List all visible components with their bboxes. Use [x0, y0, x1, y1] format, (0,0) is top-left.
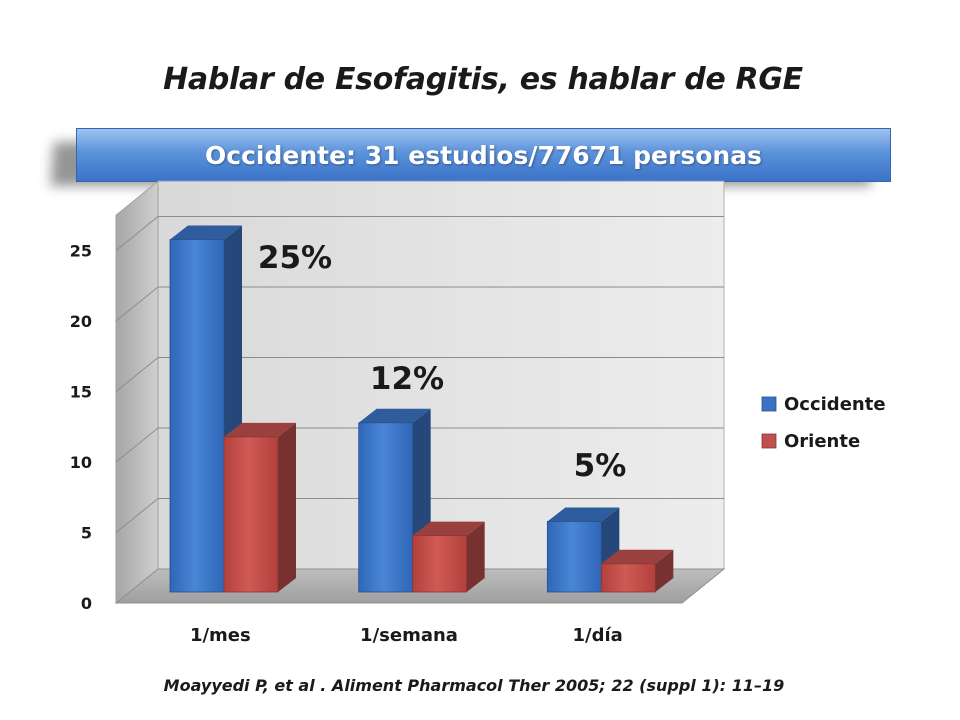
y-tick-label: 10: [70, 453, 92, 472]
bar-front: [223, 436, 279, 593]
bar-side: [466, 521, 485, 592]
bar-top: [170, 225, 242, 240]
y-tick-label: 20: [70, 312, 92, 331]
bar-front: [169, 239, 225, 593]
bar-top: [224, 422, 296, 437]
y-tick-label: 15: [70, 383, 92, 402]
gridline-side: [115, 216, 159, 251]
bar-oriente-1: [223, 422, 296, 593]
bar-top: [358, 408, 431, 423]
banner-text: Occidente: 31 estudios/77671 personas: [205, 141, 762, 170]
bar-top: [547, 507, 620, 522]
subtitle-banner: [76, 128, 891, 182]
bar-side: [655, 549, 674, 592]
gridline-side: [115, 286, 159, 322]
bar-front: [600, 563, 656, 593]
legend-label: Oriente: [784, 431, 860, 452]
y-tick-label: 25: [70, 242, 92, 261]
gridline-side: [115, 498, 159, 533]
y-tick-label: 0: [81, 594, 92, 613]
bar-oriente-2: [412, 521, 485, 593]
bar-side: [278, 422, 296, 592]
bar-front: [358, 422, 414, 593]
legend-swatch: [761, 396, 777, 412]
percent-annotation: 25%: [258, 240, 332, 276]
x-tick-label: 1/mes: [190, 625, 251, 646]
bar-top: [601, 549, 674, 564]
bar-top: [412, 521, 485, 536]
gridline-side: [115, 427, 159, 463]
y-tick-label: 5: [81, 524, 92, 543]
percent-annotation: 12%: [370, 361, 444, 397]
side-wall: [115, 180, 159, 605]
legend-swatch: [761, 433, 777, 449]
gridline-side: [115, 357, 159, 392]
x-tick-label: 1/semana: [360, 625, 458, 646]
citation: Moayyedi P, et al . Aliment Pharmacol Th…: [163, 676, 785, 695]
legend-label: Occidente: [784, 394, 886, 415]
x-tick-label: 1/día: [573, 625, 623, 646]
bar-oriente-3: [600, 549, 674, 593]
slide-title: Hablar de Esofagitis, es hablar de RGE: [163, 62, 803, 97]
bar-front: [546, 521, 602, 593]
percent-annotation: 5%: [574, 448, 627, 484]
bar-front: [412, 535, 468, 593]
